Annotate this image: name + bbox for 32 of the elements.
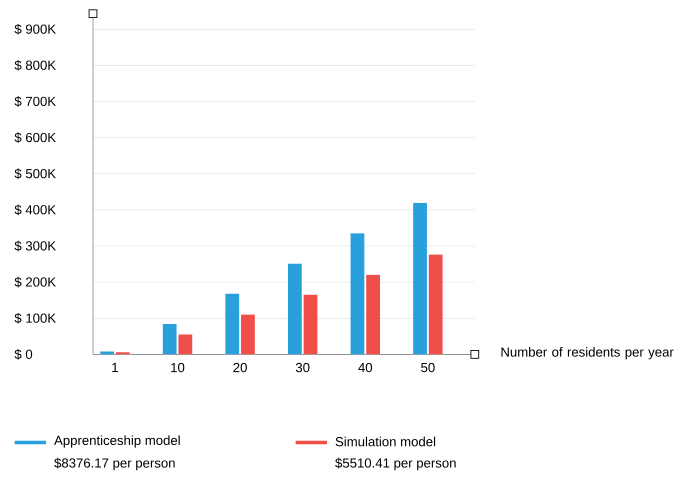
x-tick-label: 50	[421, 363, 435, 372]
y-tick-label: $ 300K	[14, 240, 56, 252]
y-tick-label: $ 700K	[14, 96, 56, 107]
text: $8376.17 per person	[54, 458, 175, 470]
legend-label: Simulation model	[336, 436, 436, 446]
bar	[116, 352, 130, 355]
y-tick-label: $ 600K	[14, 132, 56, 144]
bar	[428, 254, 443, 355]
bar	[366, 275, 380, 355]
y-tick-label: $ 400K	[14, 204, 56, 216]
y-tick-label: $ 900K	[14, 24, 56, 35]
x-tick-label: 30	[296, 363, 310, 372]
bar	[162, 324, 177, 355]
bar	[413, 203, 427, 355]
x-tick-label: 40	[358, 363, 372, 372]
text: $5510.41 per person	[335, 458, 456, 470]
bar	[241, 314, 255, 355]
x-axis-title: Number of residents per year	[501, 347, 674, 360]
bar	[178, 334, 192, 355]
x-tick-label: 20	[233, 363, 247, 372]
bar	[304, 294, 318, 355]
bar	[350, 233, 364, 355]
x-tick-label: 10	[171, 363, 184, 372]
y-tick-label: $ 100K	[14, 313, 56, 324]
bar	[225, 294, 240, 355]
bar	[288, 264, 302, 355]
x-tick-label: 1	[112, 363, 118, 372]
legend-label: Apprenticeship model	[54, 435, 180, 448]
y-tick-label: $ 500K	[14, 168, 56, 180]
y-tick-label: $ 800K	[14, 60, 56, 71]
y-tick-label: $ 200K	[14, 276, 56, 288]
y-tick-label: $ 0	[14, 349, 32, 360]
